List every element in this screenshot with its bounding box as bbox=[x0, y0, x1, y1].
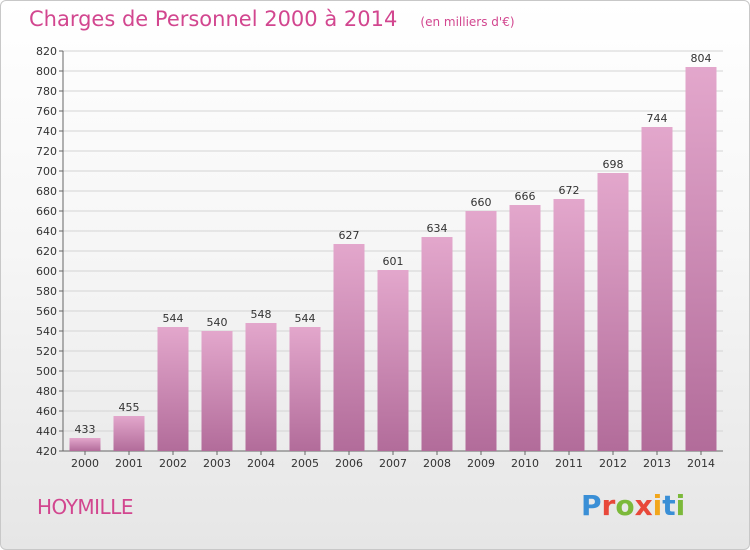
value-label-2005: 544 bbox=[295, 312, 316, 325]
value-label-2009: 660 bbox=[471, 196, 492, 209]
value-label-2014: 804 bbox=[691, 52, 712, 65]
value-label-2002: 544 bbox=[163, 312, 184, 325]
bar-2012 bbox=[597, 173, 629, 451]
bar-2006 bbox=[333, 244, 365, 451]
logo-letter: i bbox=[652, 489, 663, 522]
x-tick-label-2008: 2008 bbox=[423, 457, 451, 470]
bar-2007 bbox=[377, 270, 409, 451]
bar-2002 bbox=[157, 327, 189, 451]
x-tick-label-2007: 2007 bbox=[379, 457, 407, 470]
y-tick-label: 720 bbox=[36, 145, 57, 158]
logo-letter: i bbox=[675, 489, 686, 522]
y-tick-label: 580 bbox=[36, 285, 57, 298]
proxiti-logo: Proxiti bbox=[581, 489, 685, 522]
value-label-2010: 666 bbox=[515, 190, 536, 203]
x-tick-label-2004: 2004 bbox=[247, 457, 275, 470]
bar-2000 bbox=[69, 438, 101, 451]
y-tick-label: 480 bbox=[36, 385, 57, 398]
y-tick-label: 700 bbox=[36, 165, 57, 178]
value-label-2012: 698 bbox=[603, 158, 624, 171]
value-label-2007: 601 bbox=[383, 255, 404, 268]
y-tick-label: 520 bbox=[36, 345, 57, 358]
value-label-2003: 540 bbox=[207, 316, 228, 329]
x-tick-label-2012: 2012 bbox=[599, 457, 627, 470]
logo-letter: P bbox=[581, 489, 602, 522]
x-tick-label-2014: 2014 bbox=[687, 457, 715, 470]
x-tick-label-2009: 2009 bbox=[467, 457, 495, 470]
bar-2003 bbox=[201, 331, 233, 451]
title-row: Charges de Personnel 2000 à 2014 (en mil… bbox=[29, 7, 515, 31]
value-label-2001: 455 bbox=[119, 401, 140, 414]
value-label-2000: 433 bbox=[75, 423, 96, 436]
y-tick-label: 800 bbox=[36, 65, 57, 78]
x-tick-label-2005: 2005 bbox=[291, 457, 319, 470]
bars bbox=[69, 67, 717, 451]
x-tick-label-2003: 2003 bbox=[203, 457, 231, 470]
y-tick-label: 760 bbox=[36, 105, 57, 118]
bar-2013 bbox=[641, 127, 673, 451]
bar-2004 bbox=[245, 323, 277, 451]
x-tick-label-2006: 2006 bbox=[335, 457, 363, 470]
value-label-2004: 548 bbox=[251, 308, 272, 321]
logo-letter: o bbox=[615, 489, 635, 522]
y-tick-label: 680 bbox=[36, 185, 57, 198]
bar-2008 bbox=[421, 237, 453, 451]
bar-2010 bbox=[509, 205, 541, 451]
x-tick-label-2010: 2010 bbox=[511, 457, 539, 470]
logo-letter: r bbox=[601, 489, 616, 522]
commune-name: HOYMILLE bbox=[37, 495, 133, 519]
value-label-2008: 634 bbox=[427, 222, 448, 235]
chart-subtitle: (en milliers d'€) bbox=[420, 15, 515, 29]
bar-2001 bbox=[113, 416, 145, 451]
bar-2014 bbox=[685, 67, 717, 451]
y-tick-label: 820 bbox=[36, 45, 57, 58]
y-tick-label: 500 bbox=[36, 365, 57, 378]
y-tick-label: 640 bbox=[36, 225, 57, 238]
y-tick-label: 440 bbox=[36, 425, 57, 438]
x-tick-label-2002: 2002 bbox=[159, 457, 187, 470]
y-tick-label: 460 bbox=[36, 405, 57, 418]
value-labels: 433 455 544 540 548 544 627 601 634 660 666 672 698 7… bbox=[75, 52, 712, 436]
y-tick-label: 780 bbox=[36, 85, 57, 98]
y-tick-label: 740 bbox=[36, 125, 57, 138]
value-label-2013: 744 bbox=[647, 112, 668, 125]
x-tick-label-2011: 2011 bbox=[555, 457, 583, 470]
chart-title: Charges de Personnel 2000 à 2014 bbox=[29, 7, 398, 31]
y-tick-label: 660 bbox=[36, 205, 57, 218]
logo-letter: x bbox=[634, 489, 653, 522]
bar-2011 bbox=[553, 199, 585, 451]
y-tick-label: 560 bbox=[36, 305, 57, 318]
logo-letter: t bbox=[662, 489, 676, 522]
bar-2005 bbox=[289, 327, 321, 451]
bar-2009 bbox=[465, 211, 497, 451]
y-tick-label: 420 bbox=[36, 445, 57, 458]
y-tick-label: 620 bbox=[36, 245, 57, 258]
x-tick-label-2013: 2013 bbox=[643, 457, 671, 470]
x-tick-label-2000: 2000 bbox=[71, 457, 99, 470]
y-tick-label: 540 bbox=[36, 325, 57, 338]
value-label-2011: 672 bbox=[559, 184, 580, 197]
value-label-2006: 627 bbox=[339, 229, 360, 242]
y-tick-label: 600 bbox=[36, 265, 57, 278]
x-tick-label-2001: 2001 bbox=[115, 457, 143, 470]
